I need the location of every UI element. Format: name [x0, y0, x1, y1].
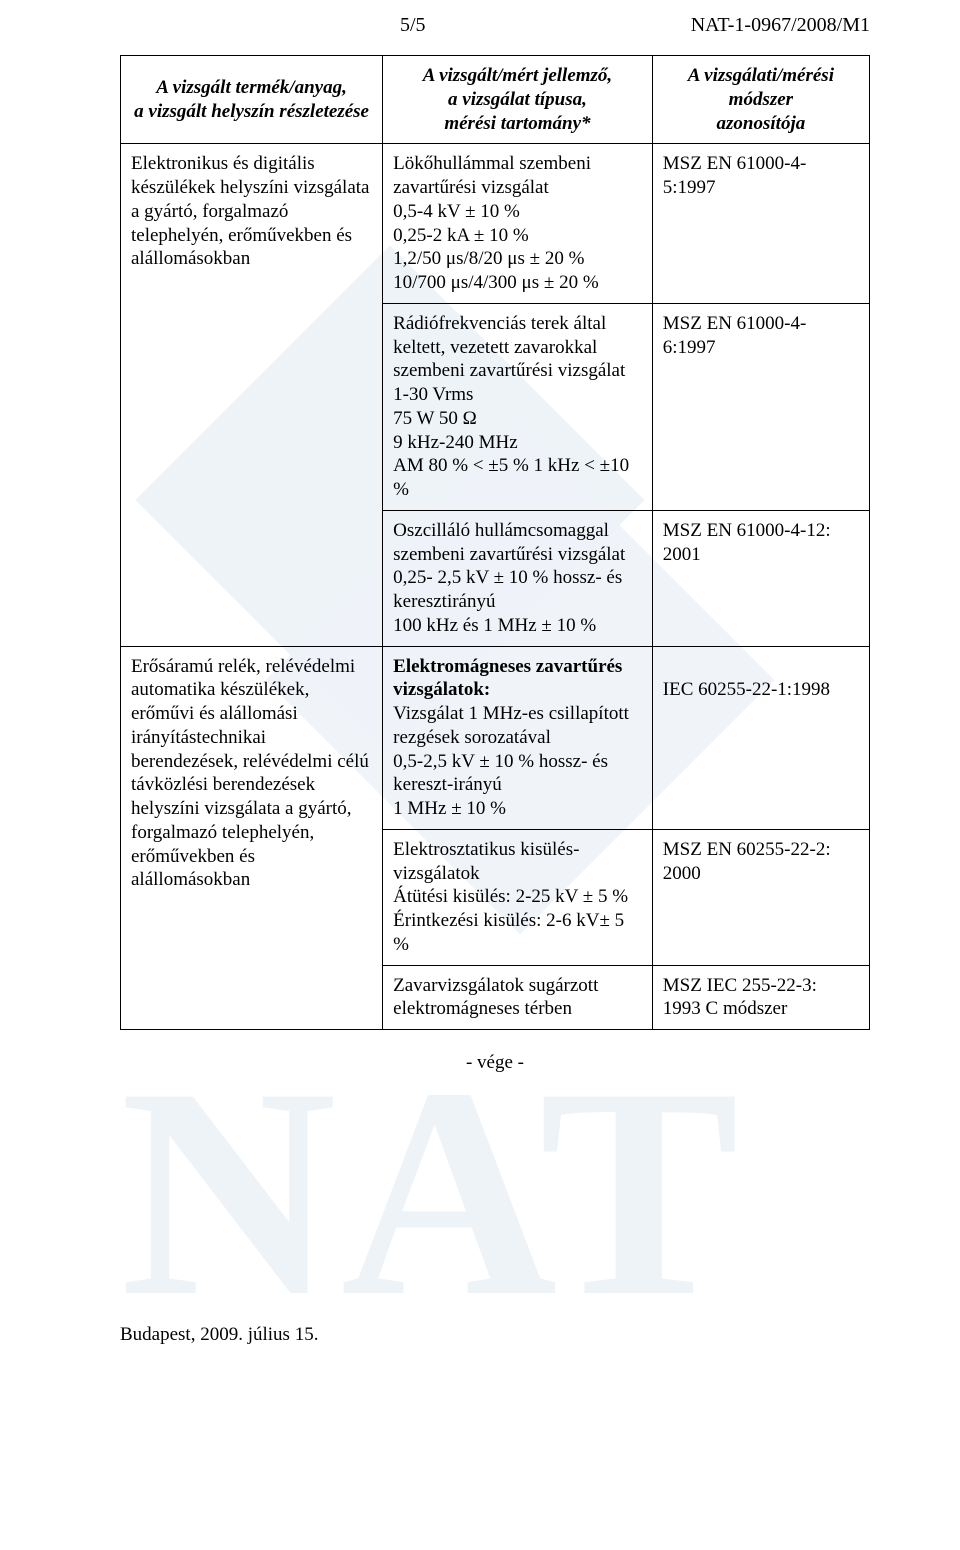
cell-text: Oszcilláló hullámcsomaggal szembeni zava… — [393, 519, 642, 638]
table-row: Elektronikus és digitális készülékek hel… — [121, 144, 870, 304]
document-id: NAT-1-0967/2008/M1 — [691, 14, 870, 37]
cell-subheading: Elektromágneses zavartűrés vizsgálatok: — [393, 655, 642, 703]
cell-method-id-text: IEC 60255-22-1:1998 — [663, 679, 830, 700]
page-number: 5/5 — [400, 14, 426, 37]
cell-text: Lökőhullámmal szembeni zavartűrési vizsg… — [393, 152, 642, 295]
cell-method-id: MSZ IEC 255-22-3: 1993 C módszer — [652, 965, 869, 1030]
cell-text: Zavarvizsgálatok sugárzott elektromágnes… — [393, 974, 642, 1022]
cell-text: Vizsgálat 1 MHz-es csillapított rezgések… — [393, 702, 642, 821]
cell-method-id: IEC 60255-22-1:1998 — [652, 646, 869, 829]
table-row: Erősáramú relék, relévédelmi automatika … — [121, 646, 870, 829]
cell-characteristic: Elektromágneses zavartűrés vizsgálatok: … — [383, 646, 653, 829]
cell-text: Elektrosztatikus kisülés-vizsgálatokÁtüt… — [393, 838, 642, 957]
end-marker: - vége - — [120, 1052, 870, 1074]
cell-characteristic: Elektrosztatikus kisülés-vizsgálatokÁtüt… — [383, 829, 653, 965]
cell-characteristic: Rádiófrekvenciás terek által keltett, ve… — [383, 303, 653, 510]
cell-product: Elektronikus és digitális készülékek hel… — [121, 144, 383, 646]
cell-method-id: MSZ EN 60255-22-2: 2000 — [652, 829, 869, 965]
cell-method-id: MSZ EN 61000-4-5:1997 — [652, 144, 869, 304]
cell-product: Erősáramú relék, relévédelmi automatika … — [121, 646, 383, 1030]
standards-table: A vizsgált termék/anyag,a vizsgált helys… — [120, 55, 870, 1030]
footer-date: Budapest, 2009. július 15. — [120, 1324, 870, 1346]
cell-method-id: MSZ EN 61000-4-12: 2001 — [652, 510, 869, 646]
column-header-method-id: A vizsgálati/mérési módszerazonosítója — [652, 56, 869, 144]
cell-method-id: MSZ EN 61000-4-6:1997 — [652, 303, 869, 510]
table-header-row: A vizsgált termék/anyag,a vizsgált helys… — [121, 56, 870, 144]
cell-characteristic: Oszcilláló hullámcsomaggal szembeni zava… — [383, 510, 653, 646]
cell-text: Rádiófrekvenciás terek által keltett, ve… — [393, 312, 642, 502]
cell-characteristic: Lökőhullámmal szembeni zavartűrési vizsg… — [383, 144, 653, 304]
column-header-product: A vizsgált termék/anyag,a vizsgált helys… — [121, 56, 383, 144]
cell-characteristic: Zavarvizsgálatok sugárzott elektromágnes… — [383, 965, 653, 1030]
page-header: 5/5 NAT-1-0967/2008/M1 — [120, 14, 870, 37]
column-header-characteristic: A vizsgált/mért jellemző,a vizsgálat típ… — [383, 56, 653, 144]
